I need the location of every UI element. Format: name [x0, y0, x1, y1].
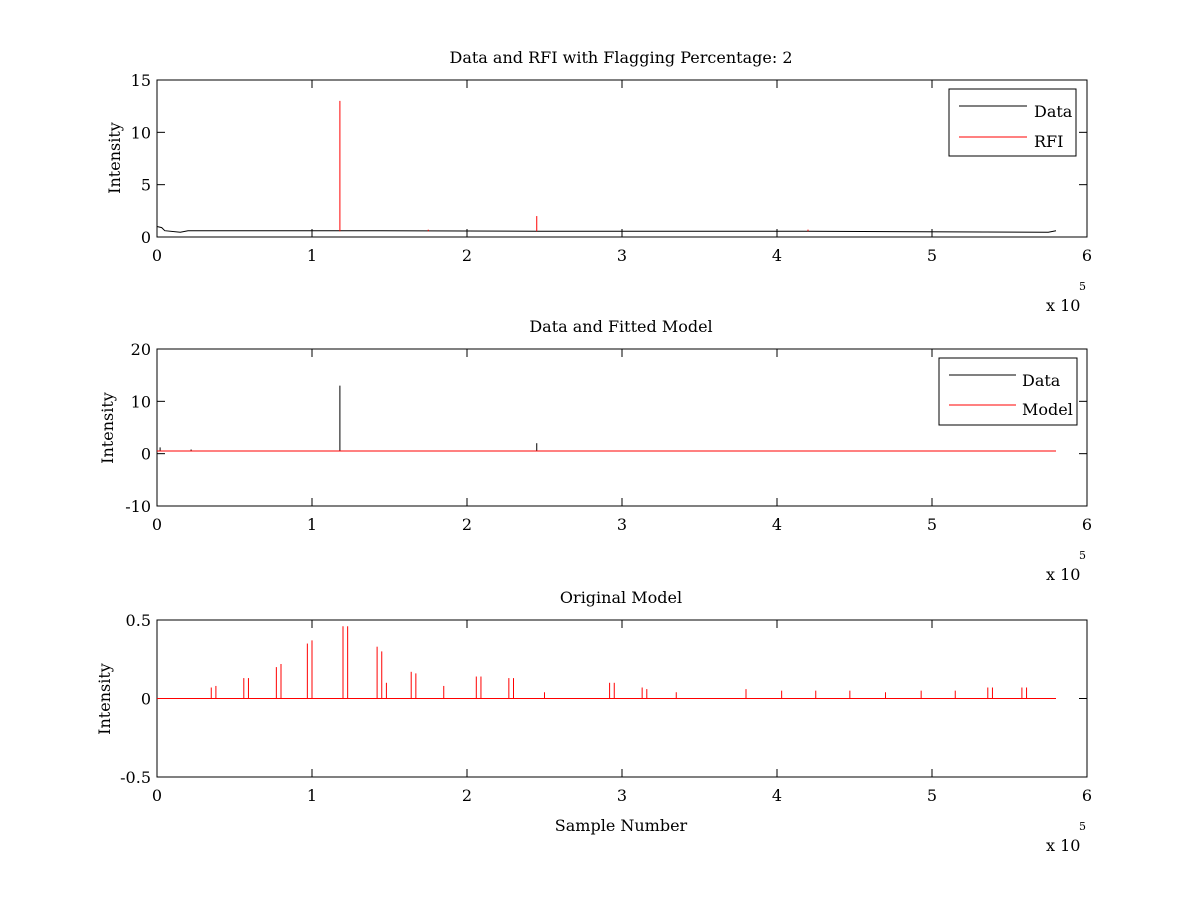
y-tick-label: 0: [141, 445, 151, 464]
y-tick-label: 15: [131, 71, 151, 90]
x-tick-label: 1: [307, 246, 317, 265]
series-group: [156, 100, 1057, 233]
y-tick-label: 5: [141, 176, 151, 195]
y-axis-label: Intensity: [95, 663, 114, 735]
y-tick-labels: 0 5 10 15: [131, 71, 151, 247]
legend-label-rfi: RFI: [1034, 132, 1063, 151]
y-tick-label: -10: [125, 497, 151, 516]
x-tick-label: 2: [462, 786, 472, 805]
series-group: [157, 626, 1056, 699]
legend-label-data: Data: [1034, 102, 1073, 121]
y-tick-label: 10: [131, 392, 151, 411]
x-tick-label: 5: [927, 786, 937, 805]
x-tick-label: 4: [772, 246, 782, 265]
x-tick-label: 4: [772, 786, 782, 805]
x-tick-label: 0: [152, 786, 162, 805]
x-scale-exponent: 5: [1079, 549, 1086, 562]
y-tick-label: 20: [131, 340, 151, 359]
y-axis-label: Intensity: [98, 392, 117, 464]
x-scale-multiplier: x 10: [1046, 296, 1080, 315]
x-tick-label: 5: [927, 515, 937, 534]
x-tick-label: 3: [617, 515, 627, 534]
x-scale-multiplier: x 10: [1046, 565, 1080, 584]
x-tick-label: 1: [307, 786, 317, 805]
x-tick-label: 2: [462, 246, 472, 265]
y-tick-labels: -10 0 10 20: [125, 340, 151, 516]
panel-rfi: Data and RFI with Flagging Percentage: 2…: [105, 48, 1092, 315]
plot-area: [156, 79, 1088, 238]
panel-title: Original Model: [560, 588, 682, 607]
y-tick-label: 10: [131, 123, 151, 142]
legend-box: [948, 88, 1077, 157]
plot-area: [156, 348, 1088, 507]
legend: Data RFI: [948, 88, 1077, 157]
x-tick-label: 6: [1082, 786, 1092, 805]
x-tick-label: 0: [152, 515, 162, 534]
x-tick-label: 6: [1082, 246, 1092, 265]
legend: Data Model: [938, 357, 1078, 426]
x-tick-label: 2: [462, 515, 472, 534]
legend-label-model: Model: [1022, 400, 1073, 419]
y-tick-label: 0: [141, 690, 151, 709]
panel-title: Data and Fitted Model: [529, 317, 712, 336]
x-scale-exponent: 5: [1079, 280, 1086, 293]
series-group: [157, 385, 1056, 452]
x-tick-label: 3: [617, 786, 627, 805]
x-tick-label: 0: [152, 246, 162, 265]
x-scale-multiplier: x 10: [1046, 836, 1080, 855]
y-tick-labels: -0.5 0 0.5: [120, 611, 151, 787]
x-tick-labels: 0 1 2 3 4 5 6: [152, 515, 1092, 534]
legend-box: [938, 357, 1078, 426]
x-tick-label: 4: [772, 515, 782, 534]
x-tick-label: 6: [1082, 515, 1092, 534]
x-scale-exponent: 5: [1079, 820, 1086, 833]
x-tick-label: 5: [927, 246, 937, 265]
x-tick-labels: 0 1 2 3 4 5 6: [152, 246, 1092, 265]
y-tick-label: 0.5: [126, 611, 151, 630]
axis-ticks: [156, 79, 1088, 238]
y-tick-label: -0.5: [120, 768, 151, 787]
legend-label-data: Data: [1022, 371, 1061, 390]
series-data-line: [156, 226, 1057, 233]
y-axis-label: Intensity: [105, 122, 124, 194]
x-axis-label: Sample Number: [555, 816, 688, 835]
axis-ticks: [156, 348, 1088, 507]
x-tick-labels: 0 1 2 3 4 5 6: [152, 786, 1092, 805]
panel-title: Data and RFI with Flagging Percentage: 2: [449, 48, 792, 67]
x-tick-label: 1: [307, 515, 317, 534]
y-tick-label: 0: [141, 228, 151, 247]
axis-ticks: [156, 619, 1088, 778]
x-tick-label: 3: [617, 246, 627, 265]
